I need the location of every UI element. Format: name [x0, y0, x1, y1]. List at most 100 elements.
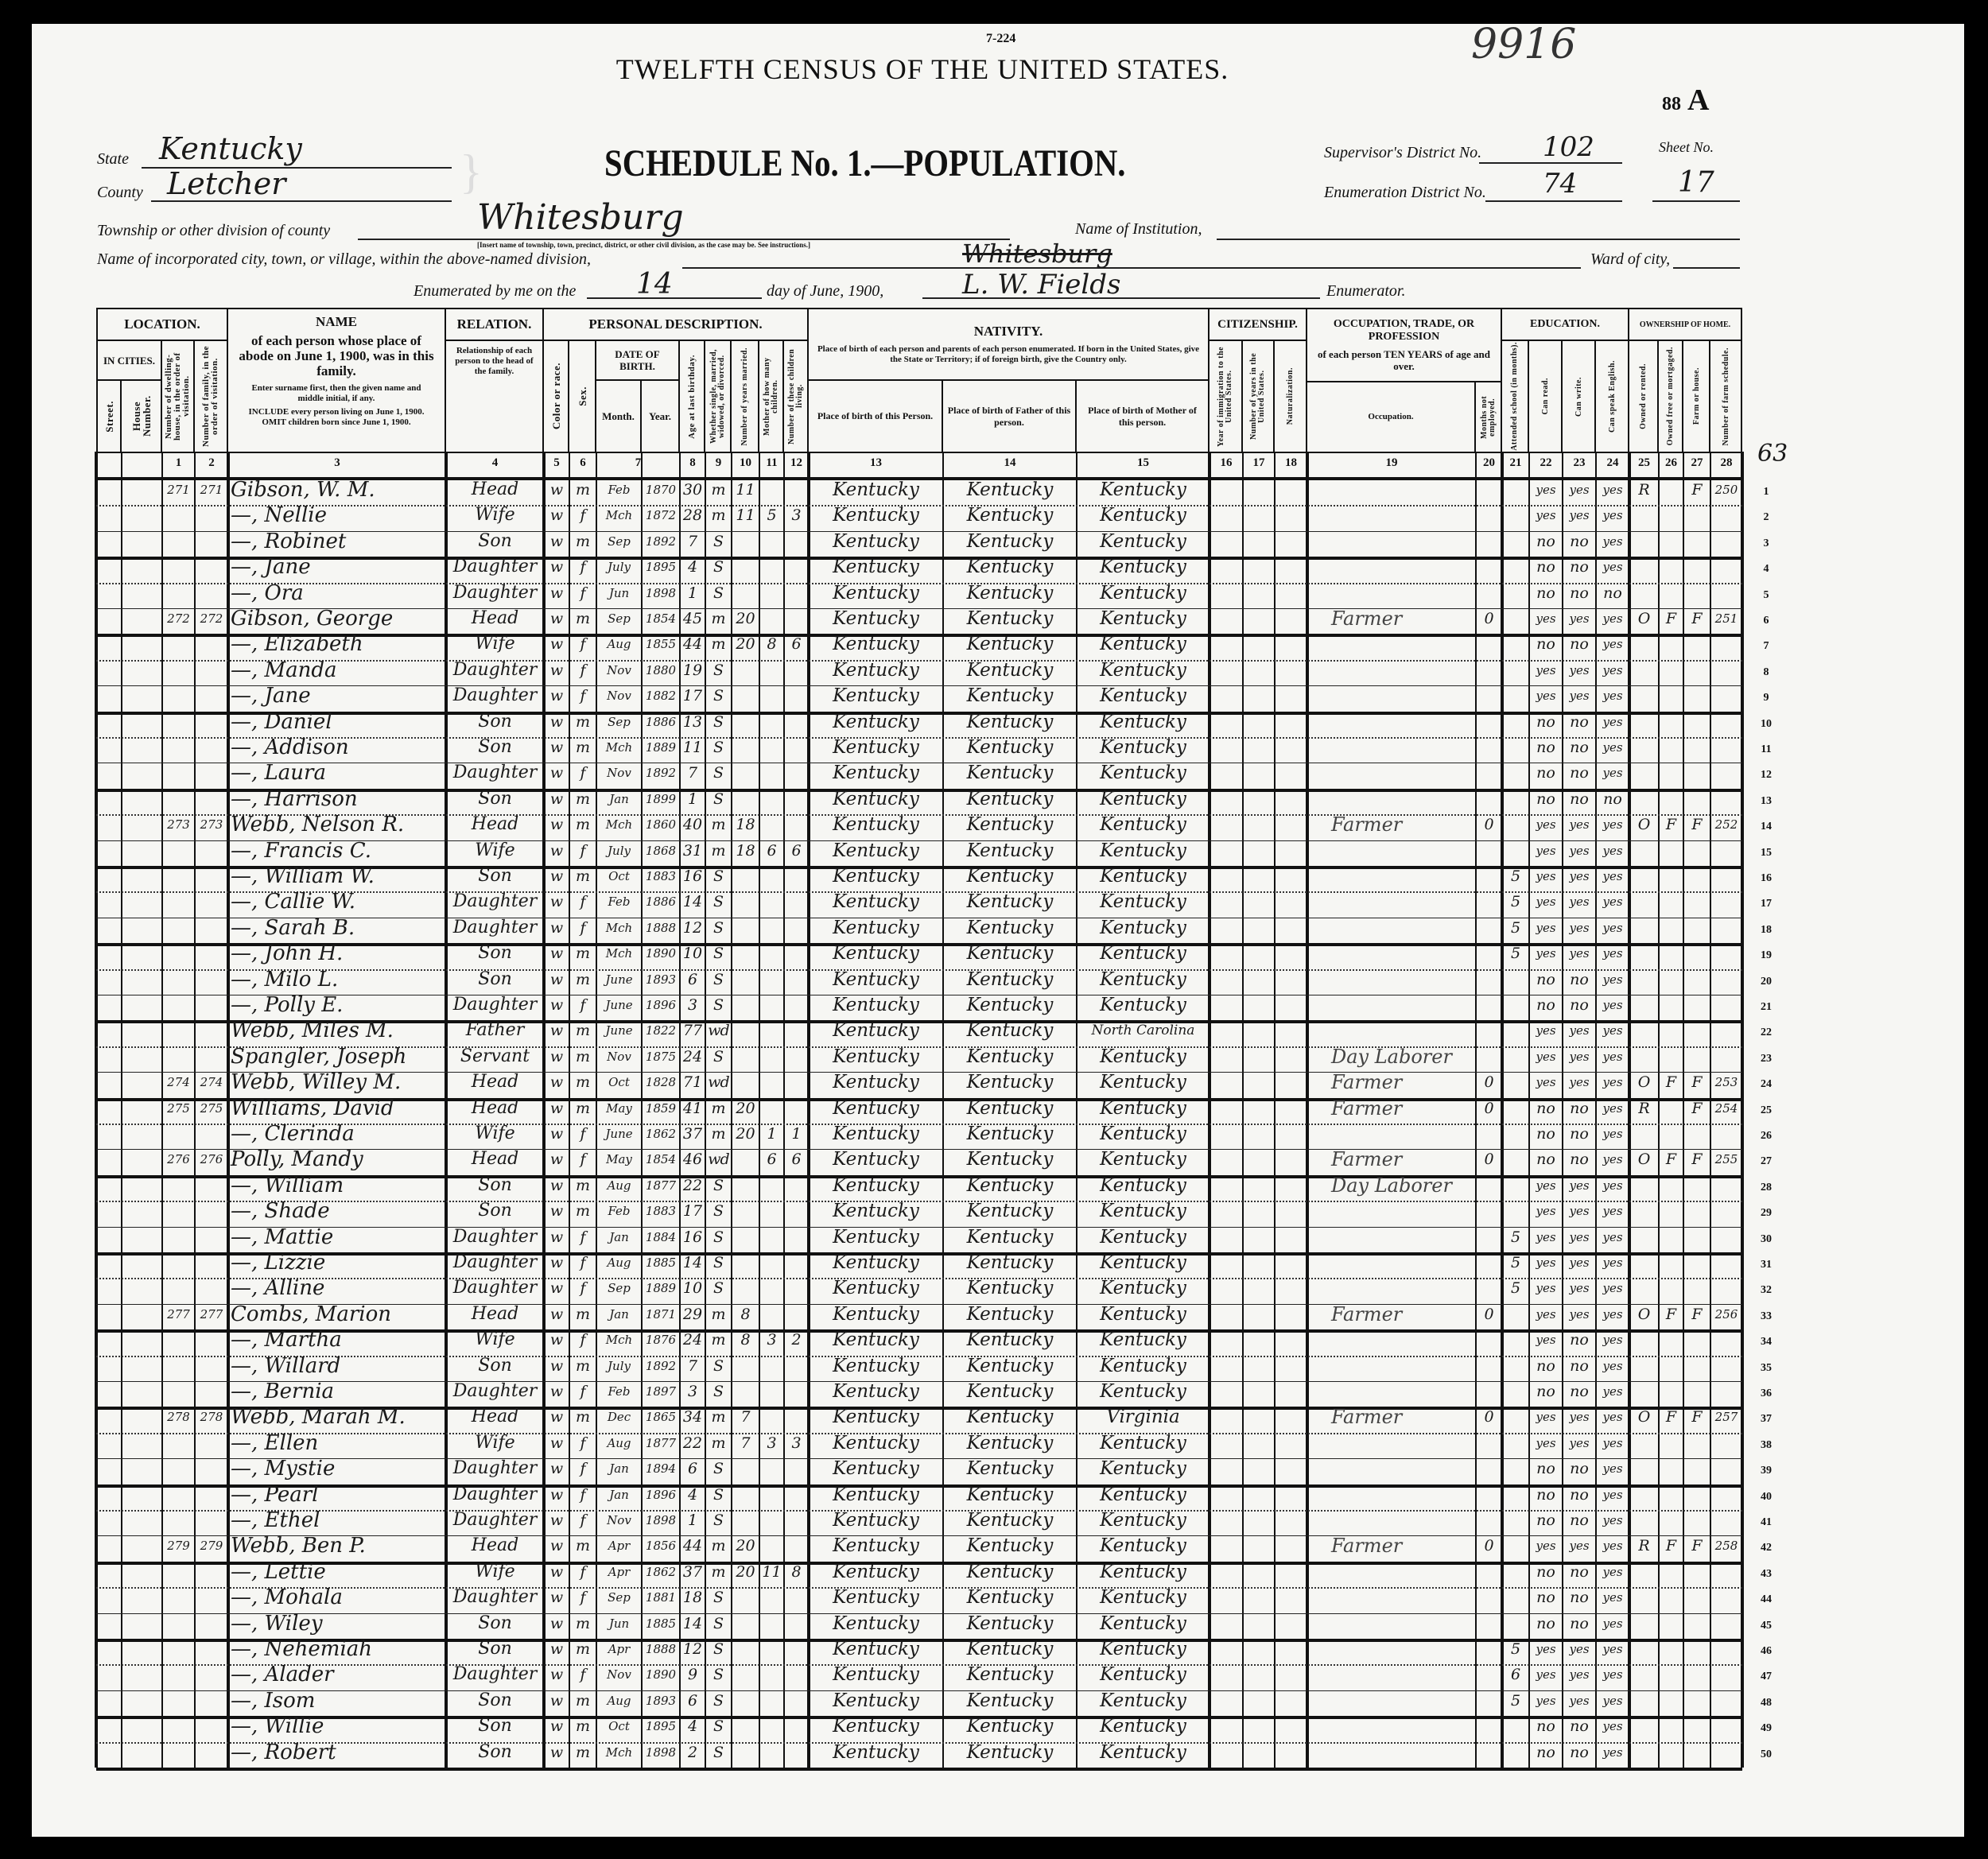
relation: Daughter — [452, 917, 538, 937]
mother-birthplace: Kentucky — [1100, 737, 1186, 758]
header-nativity: NATIVITY. — [973, 324, 1043, 339]
age: 4 — [687, 1717, 698, 1736]
years-married: 18 — [736, 841, 755, 860]
birth-year: 1868 — [645, 843, 677, 858]
birth-year: 1893 — [645, 1693, 677, 1708]
row-divider — [96, 557, 1742, 561]
sex: m — [575, 1305, 591, 1323]
enumeration-day: 14 — [636, 268, 673, 301]
relation: Head — [471, 814, 519, 835]
sex: m — [575, 1640, 591, 1658]
header-marital: Whether single, married, widowed, or div… — [709, 348, 726, 444]
birth-year: 1877 — [645, 1435, 677, 1450]
can-read: yes — [1536, 1642, 1556, 1656]
person-name: —, Ora — [231, 580, 304, 605]
marital-status: S — [712, 1666, 724, 1684]
birth-year: 1885 — [645, 1256, 677, 1270]
county-label: County — [97, 184, 143, 201]
color: w — [549, 790, 564, 808]
can-write: no — [1570, 635, 1589, 654]
can-speak-english: yes — [1602, 1358, 1623, 1373]
row-divider — [96, 659, 1742, 662]
column-number: 26 — [1665, 456, 1677, 469]
header-english: Can speak English. — [1607, 360, 1617, 433]
person-name: —, Willard — [231, 1353, 341, 1378]
relation: Son — [478, 530, 512, 551]
age: 34 — [682, 1408, 703, 1426]
color: w — [549, 1047, 564, 1065]
header-months-unemployed-cell: Months not employed. — [1474, 381, 1502, 453]
can-speak-english: yes — [1602, 560, 1623, 575]
color: w — [549, 996, 564, 1014]
can-write: no — [1570, 1589, 1589, 1607]
birthplace: Kentucky — [833, 1690, 919, 1711]
column-divider — [1683, 452, 1684, 1768]
header-mother-of: Mother of how many children. — [762, 357, 779, 436]
father-birthplace: Kentucky — [966, 1664, 1054, 1686]
sex: f — [580, 996, 586, 1014]
person-name: —, Robert — [231, 1740, 336, 1764]
can-speak-english: yes — [1602, 1745, 1623, 1760]
can-read: yes — [1536, 1667, 1556, 1682]
age: 10 — [682, 1279, 703, 1298]
person-name: Webb, Ben P. — [231, 1534, 366, 1558]
header-name-instr: Enter surname first, then the given name… — [251, 383, 421, 403]
marital-status: m — [711, 1099, 726, 1117]
row-divider — [96, 1561, 1742, 1565]
row-divider — [96, 1664, 1742, 1667]
marital-status: S — [712, 1176, 724, 1194]
birth-year: 1880 — [645, 662, 677, 677]
row-number: 31 — [1761, 1259, 1772, 1271]
age: 6 — [687, 1691, 698, 1710]
birth-year: 1897 — [645, 1384, 677, 1399]
can-read: yes — [1536, 1410, 1556, 1425]
color: w — [549, 481, 564, 499]
birth-month: Aug — [607, 637, 631, 652]
children-living: 2 — [791, 1331, 802, 1349]
family-number: 275 — [200, 1100, 223, 1116]
father-birthplace: Kentucky — [966, 659, 1054, 681]
marital-status: m — [711, 816, 726, 834]
stamp-number: 9916 — [1471, 21, 1577, 68]
sex: f — [580, 841, 586, 860]
can-read: no — [1536, 1614, 1555, 1632]
birth-year: 1859 — [645, 1100, 677, 1116]
can-read: no — [1536, 712, 1555, 731]
can-write: no — [1570, 1099, 1589, 1117]
birth-month: Aug — [607, 1693, 631, 1708]
row-number: 41 — [1761, 1516, 1772, 1528]
birth-month: Nov — [607, 689, 631, 704]
can-read: no — [1536, 739, 1555, 756]
birth-year: 1898 — [645, 1745, 677, 1760]
color: w — [549, 1331, 564, 1349]
color: w — [549, 1279, 564, 1298]
city-label: Name of incorporated city, town, or vill… — [97, 250, 592, 268]
header-occupation-desc: of each person TEN YEARS of age and over… — [1317, 348, 1491, 372]
row-divider — [96, 1639, 1742, 1642]
row-divider — [96, 582, 1742, 584]
farm-schedule-number: 255 — [1714, 1152, 1738, 1167]
father-birthplace: Kentucky — [966, 1303, 1054, 1325]
row-divider — [96, 1097, 1742, 1101]
sex: f — [580, 1151, 586, 1169]
mother-of-children: 6 — [767, 1151, 777, 1169]
can-read: yes — [1536, 843, 1556, 858]
form-number: 7-224 — [986, 32, 1016, 45]
sex: m — [575, 1356, 591, 1375]
birth-year: 1860 — [645, 817, 677, 832]
birth-year: 1889 — [645, 1281, 677, 1296]
person-name: Spangler, Joseph — [231, 1044, 407, 1069]
birth-month: June — [605, 972, 633, 987]
mother-birthplace: Kentucky — [1100, 891, 1186, 913]
header-birth-father: Place of birth of Father of this person. — [942, 379, 1077, 453]
row-number: 34 — [1761, 1336, 1772, 1349]
birth-year: 1899 — [645, 791, 677, 806]
row-number: 15 — [1761, 846, 1772, 859]
row-number: 45 — [1761, 1619, 1772, 1632]
person-name: Polly, Mandy — [231, 1147, 363, 1172]
birthplace: Kentucky — [833, 1639, 919, 1659]
relation: Daughter — [452, 1252, 538, 1272]
rule-line — [96, 477, 1742, 480]
can-read: yes — [1536, 946, 1556, 961]
mother-birthplace: Kentucky — [1100, 530, 1186, 552]
